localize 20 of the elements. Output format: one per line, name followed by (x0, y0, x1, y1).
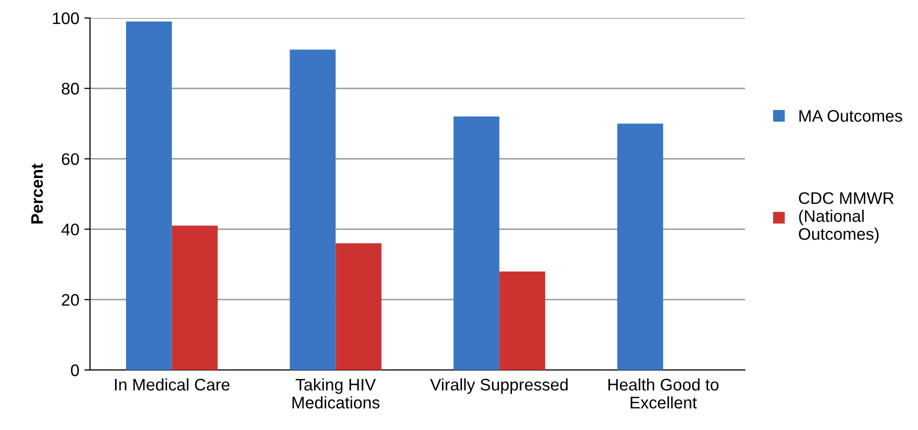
y-tick-label: 100 (53, 12, 79, 24)
bar (617, 124, 664, 370)
x-tick-label: Health Good to Excellent (608, 378, 718, 409)
x-tick-label: Virally Suppressed (430, 378, 568, 394)
y-axis-title: Percent (31, 164, 43, 224)
bar (126, 22, 172, 370)
y-tick-label: 40 (61, 224, 79, 236)
y-tick-label: 80 (62, 82, 79, 95)
legend-label: MA Outcomes (799, 110, 902, 122)
y-tick-label: 0 (70, 364, 79, 376)
bar (172, 226, 218, 370)
x-tick-label: Taking HIV Medications (292, 378, 380, 409)
y-tick-label: 20 (62, 294, 79, 306)
bar (499, 271, 546, 370)
legend-label: CDC MMWR (National Outcomes) (798, 192, 894, 244)
bar (290, 50, 336, 370)
x-tick-label: In Medical Care (115, 378, 230, 391)
bar (454, 116, 500, 370)
y-tick-label: 60 (62, 153, 79, 166)
bar (336, 243, 382, 370)
